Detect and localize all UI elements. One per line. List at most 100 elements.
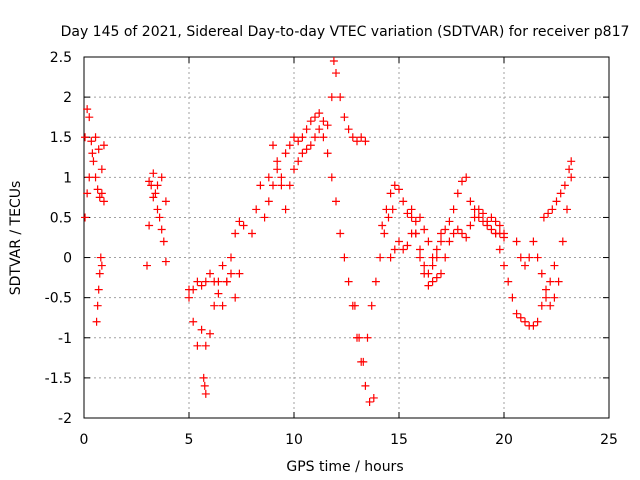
series-satellite-track-9: [248, 125, 378, 406]
data-point: [359, 357, 368, 366]
data-point: [336, 93, 345, 102]
data-point: [550, 293, 559, 302]
data-point: [386, 253, 395, 262]
data-point: [285, 181, 294, 190]
data-point: [290, 133, 298, 142]
data-point: [185, 293, 193, 302]
data-point: [239, 221, 248, 230]
data-point: [544, 209, 553, 218]
x-tick-label: 0: [80, 432, 89, 448]
data-point: [403, 209, 412, 218]
data-point: [306, 141, 315, 150]
data-point: [546, 301, 555, 310]
data-point: [83, 105, 92, 114]
data-point: [149, 169, 158, 178]
data-point: [437, 269, 445, 278]
data-point: [376, 253, 385, 262]
data-point: [252, 205, 261, 214]
data-point: [453, 189, 462, 198]
data-point: [567, 157, 576, 166]
data-point: [363, 333, 372, 342]
data-point: [529, 237, 538, 246]
data-point: [424, 237, 433, 246]
data-point: [193, 341, 202, 350]
data-point: [264, 197, 273, 206]
data-point: [495, 221, 504, 230]
data-point: [428, 261, 437, 270]
series-satellite-track-16: [512, 173, 576, 310]
data-point: [235, 217, 244, 226]
data-point: [563, 205, 571, 214]
data-point: [159, 237, 168, 246]
y-tick-label: 0.5: [50, 210, 72, 226]
data-point: [227, 253, 235, 262]
data-point: [201, 341, 210, 350]
data-point: [260, 213, 269, 222]
data-point: [546, 277, 555, 286]
data-point: [449, 229, 458, 238]
data-point: [340, 253, 349, 262]
chart-title: Day 145 of 2021, Sidereal Day-to-day VTE…: [61, 24, 630, 40]
data-points: [81, 57, 576, 406]
x-tick-label: 5: [185, 432, 194, 448]
data-point: [479, 209, 487, 218]
data-point: [390, 245, 399, 254]
x-axis-label: GPS time / hours: [286, 459, 403, 475]
data-point: [93, 301, 102, 310]
data-point: [277, 181, 286, 190]
grid-lines: [84, 57, 609, 418]
data-point: [197, 281, 206, 290]
data-point: [357, 133, 366, 142]
data-point: [445, 217, 454, 226]
data-point: [311, 133, 319, 142]
y-tick-label: 1.5: [50, 130, 72, 146]
data-point: [487, 213, 496, 222]
data-point: [206, 329, 214, 338]
data-point: [269, 181, 277, 190]
series-satellite-track-2: [81, 133, 108, 222]
series-satellite-track-1: [81, 105, 108, 202]
data-point: [340, 113, 349, 122]
data-point: [453, 225, 462, 234]
series-satellite-track-8: [199, 373, 210, 398]
data-point: [399, 197, 408, 206]
data-point: [222, 277, 231, 286]
data-point: [99, 141, 108, 150]
data-point: [327, 173, 336, 182]
x-tick-labels: 0 5 10 15 20 25: [80, 432, 618, 448]
data-point: [97, 165, 106, 174]
data-point: [462, 233, 471, 242]
data-point: [508, 293, 517, 302]
data-point: [420, 225, 429, 234]
data-point: [273, 157, 282, 166]
data-point: [256, 181, 265, 190]
data-point: [88, 149, 97, 158]
data-point: [157, 225, 166, 234]
data-point: [95, 269, 104, 278]
data-point: [97, 261, 106, 270]
data-point: [319, 117, 328, 126]
data-point: [567, 173, 576, 182]
data-point: [277, 173, 286, 182]
data-point: [336, 229, 345, 238]
data-point: [466, 197, 475, 206]
data-point: [298, 149, 307, 158]
data-point: [344, 277, 353, 286]
data-point: [143, 261, 151, 270]
data-point: [248, 229, 256, 238]
data-point: [81, 133, 90, 142]
data-point: [382, 205, 391, 214]
x-tick-label: 20: [495, 432, 513, 448]
data-point: [155, 213, 164, 222]
data-point: [302, 145, 311, 154]
y-tick-label: -1: [58, 331, 72, 347]
data-point: [416, 253, 424, 262]
data-point: [157, 173, 166, 182]
data-point: [428, 277, 437, 286]
data-point: [214, 289, 223, 298]
data-point: [550, 261, 559, 270]
data-point: [298, 133, 307, 142]
data-point: [327, 93, 336, 102]
data-point: [365, 397, 374, 406]
data-point: [390, 181, 399, 190]
